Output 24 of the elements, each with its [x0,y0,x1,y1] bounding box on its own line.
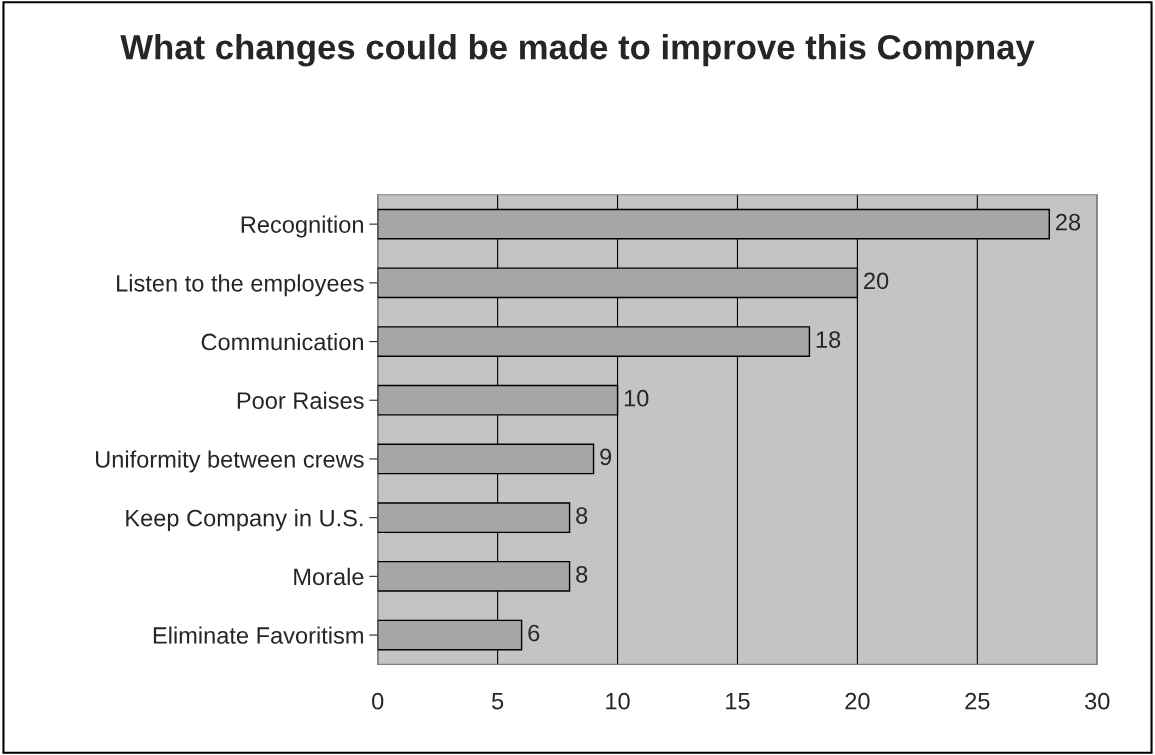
x-tick-label: 0 [372,692,384,710]
data-label: 8 [576,565,588,583]
x-tick-label: 10 [606,692,630,710]
y-tick-label: Eliminate Favoritism [153,626,363,644]
y-tick-label: Listen to the employees [117,274,364,297]
y-tick-label: Recognition [241,215,363,238]
x-tick-label: 30 [1085,692,1110,710]
data-label: 20 [864,272,889,290]
x-tick-label: 5 [491,693,504,710]
y-tick-label: Communication [201,332,363,351]
data-label: 28 [1056,213,1081,231]
y-tick-label: Poor Raises [237,391,364,410]
x-tick-label: 25 [965,692,990,710]
x-tick-label: 20 [845,692,870,710]
data-label: 18 [816,331,841,348]
x-tick-label: 15 [726,693,750,710]
data-label: 9 [600,448,612,466]
y-tick-label: Uniformity between crews [96,450,364,473]
y-tick-label: Morale [294,567,364,586]
y-tick-label: Keep Company in U.S. [126,509,363,532]
data-label: 8 [576,507,588,524]
data-label: 10 [624,389,649,407]
data-label: 6 [528,624,540,642]
chart-title: What changes could be made to improve this Compnay [120,33,1035,67]
